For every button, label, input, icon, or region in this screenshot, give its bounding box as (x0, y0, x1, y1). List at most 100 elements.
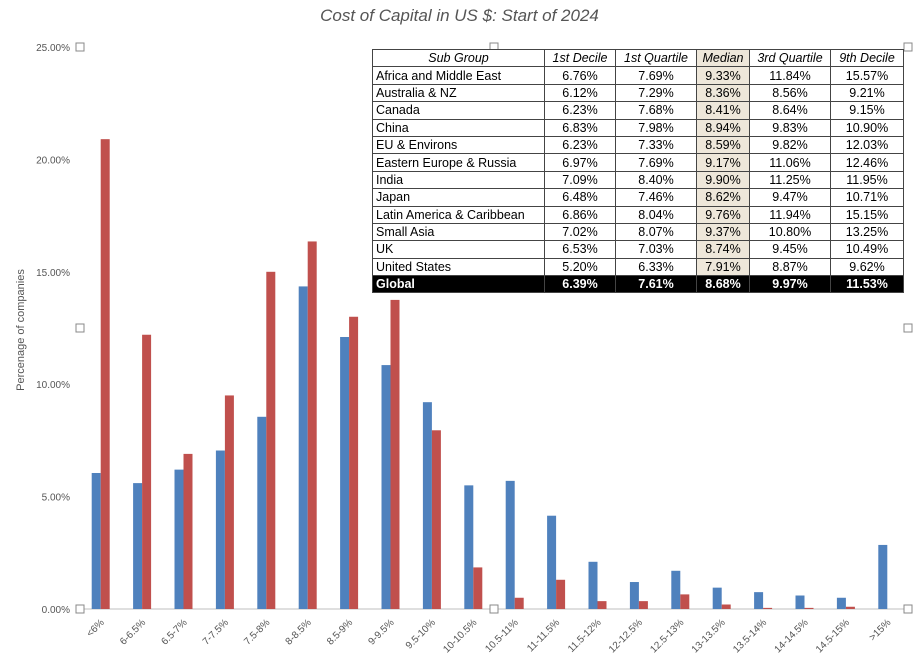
table-cell: 6.86% (544, 205, 616, 224)
bar-series-2 (431, 430, 441, 609)
bar-series-2 (100, 139, 110, 609)
table-cell: 11.84% (749, 66, 831, 85)
bar-series-2 (142, 334, 152, 609)
bar-series-1 (588, 561, 598, 609)
bar-series-1 (422, 402, 432, 609)
table-cell: 6.23% (544, 101, 616, 120)
table-row-global: Global 6.39% 7.61% 8.68% 9.97% 11.53% (372, 275, 904, 294)
y-tick-label: 20.00% (36, 155, 70, 166)
table-row: China 6.83% 7.98% 8.94% 9.83% 10.90% (372, 118, 904, 137)
table-cell: 7.91% (696, 257, 750, 277)
bar-series-2 (763, 607, 773, 609)
table-row: EU & Environs 6.23% 7.33% 8.59% 9.82% 12.03% (372, 135, 904, 155)
bar-series-2 (721, 604, 731, 609)
bar-series-2 (845, 606, 855, 609)
bar-series-1 (133, 483, 143, 609)
resize-handle[interactable] (75, 323, 85, 333)
resize-handle[interactable] (75, 42, 85, 52)
bar-series-1 (257, 416, 267, 609)
table-cell: 7.33% (615, 135, 697, 155)
resize-handle[interactable] (75, 604, 85, 614)
table-cell: 6.39% (544, 275, 616, 294)
table-row: United States 5.20% 6.33% 7.91% 8.87% 9.62% (372, 257, 904, 277)
table-cell: 7.98% (615, 118, 697, 137)
bar-series-2 (307, 241, 317, 609)
table-cell: 8.74% (696, 240, 750, 259)
table-cell: 15.15% (830, 205, 904, 224)
resize-handle[interactable] (489, 604, 499, 614)
table-row: Eastern Europe & Russia 6.97% 7.69% 9.17% 11… (372, 153, 904, 172)
table-cell: 10.80% (749, 222, 831, 242)
table-cell: 8.68% (696, 275, 750, 294)
header-1st-decile: 1st Decile (544, 48, 616, 68)
x-tick-label: 12-12.5% (607, 617, 645, 655)
bar-series-1 (464, 485, 474, 609)
y-tick-label: 15.00% (36, 268, 70, 279)
bar-series-2 (638, 601, 648, 609)
table-cell: 8.04% (615, 205, 697, 224)
bar-series-1 (629, 582, 639, 609)
table-row: UK 6.53% 7.03% 8.74% 9.45% 10.49% (372, 240, 904, 259)
row-label: United States (372, 257, 545, 277)
cost-of-capital-table: Sub Group 1st Decile 1st Quartile Median… (372, 48, 904, 294)
table-cell: 9.15% (830, 101, 904, 120)
table-cell: 8.64% (749, 101, 831, 120)
row-label: Japan (372, 188, 545, 207)
x-tick-label: 7.5-8% (242, 617, 272, 647)
table-cell: 9.37% (696, 222, 750, 242)
table-cell: 9.90% (696, 170, 750, 190)
row-label: UK (372, 240, 545, 259)
table-cell: 10.49% (830, 240, 904, 259)
table-cell: 6.76% (544, 66, 616, 85)
header-3rd-quartile: 3rd Quartile (749, 48, 831, 68)
table-cell: 6.48% (544, 188, 616, 207)
table-row: India 7.09% 8.40% 9.90% 11.25% 11.95% (372, 170, 904, 190)
y-axis: 0.00% 5.00% 10.00% 15.00% 20.00% 25.00% (36, 43, 70, 616)
x-tick-label: 10-10.5% (441, 617, 479, 655)
table-cell: 6.12% (544, 83, 616, 103)
x-tick-label: 9.5-10% (404, 617, 438, 651)
table-cell: 7.09% (544, 170, 616, 190)
table-cell: 9.97% (749, 275, 831, 294)
table-cell: 11.25% (749, 170, 831, 190)
resize-handle[interactable] (903, 604, 913, 614)
bar-series-1 (174, 469, 184, 609)
resize-handle[interactable] (903, 42, 913, 52)
table-cell: 9.21% (830, 83, 904, 103)
table-row: Japan 6.48% 7.46% 8.62% 9.47% 10.71% (372, 188, 904, 207)
table-cell: 11.06% (749, 153, 831, 172)
table-cell: 8.94% (696, 118, 750, 137)
table-cell: 9.47% (749, 188, 831, 207)
bar-series-1 (298, 286, 308, 609)
table-cell: 9.83% (749, 118, 831, 137)
row-label: India (372, 170, 545, 190)
bar-series-1 (671, 570, 681, 609)
table-cell: 11.94% (749, 205, 831, 224)
table-cell: 7.03% (615, 240, 697, 259)
table-cell: 10.90% (830, 118, 904, 137)
resize-handle[interactable] (903, 323, 913, 333)
table-row: Canada 6.23% 7.68% 8.41% 8.64% 9.15% (372, 101, 904, 120)
table-cell: 9.62% (830, 257, 904, 277)
bar-series-2 (804, 607, 814, 609)
bar-series-2 (349, 316, 359, 609)
y-tick-label: 5.00% (42, 493, 70, 504)
table-cell: 10.71% (830, 188, 904, 207)
bar-series-1 (340, 336, 350, 609)
table-cell: 8.87% (749, 257, 831, 277)
table-cell: 8.40% (615, 170, 697, 190)
bar-series-2 (556, 579, 566, 609)
bars (91, 139, 888, 609)
bar-series-2 (266, 271, 276, 609)
x-tick-label: 10.5-11% (483, 617, 521, 655)
chart-title: Cost of Capital in US $: Start of 2024 (320, 6, 599, 25)
bar-series-1 (91, 472, 101, 609)
row-label: China (372, 118, 545, 137)
table-cell: 8.62% (696, 188, 750, 207)
table-cell: 7.46% (615, 188, 697, 207)
table-header-row: Sub Group 1st Decile 1st Quartile Median… (372, 48, 904, 68)
table-cell: 12.46% (830, 153, 904, 172)
header-sub-group: Sub Group (372, 48, 545, 68)
table-cell: 7.61% (615, 275, 697, 294)
bar-series-2 (224, 395, 234, 609)
